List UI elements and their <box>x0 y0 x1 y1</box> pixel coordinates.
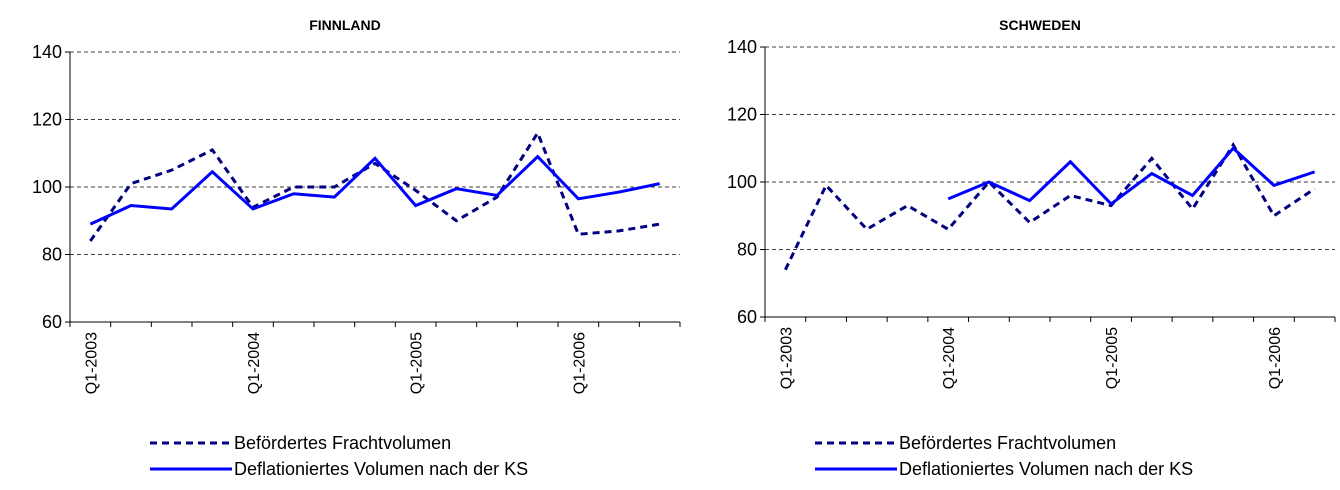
legend-label: Befördertes Frachtvolumen <box>234 433 451 453</box>
legend-label: Deflationiertes Volumen nach der KS <box>899 459 1193 479</box>
chart-title: SCHWEDEN <box>999 17 1081 33</box>
x-tick-label: Q1-2004 <box>941 327 958 389</box>
series-line <box>89 154 660 226</box>
legend-label: Befördertes Frachtvolumen <box>899 433 1116 453</box>
y-tick-label: 60 <box>737 307 757 327</box>
chart-title: FINNLAND <box>309 17 381 33</box>
series-line <box>947 146 1316 206</box>
chart: FINNLAND 60 80 100 120 140 Q1-2003 Q1-2004 Q1-20… <box>32 17 681 479</box>
y-tick-label: 60 <box>42 312 62 332</box>
series-line <box>89 129 660 242</box>
y-tick-label: 120 <box>32 110 62 130</box>
x-tick-label: Q1-2003 <box>83 332 100 394</box>
y-tick-label: 80 <box>737 240 757 260</box>
x-tick-label: Q1-2004 <box>246 332 263 394</box>
x-tick-label: Q1-2003 <box>778 327 795 389</box>
y-tick-label: 140 <box>32 42 62 62</box>
x-tick-label: Q1-2005 <box>409 332 426 394</box>
x-tick-label: Q1-2005 <box>1104 327 1121 389</box>
y-tick-label: 100 <box>32 177 62 197</box>
chart: SCHWEDEN 60 80 100 120 140 Q1-2003 Q1-2004 Q1-20… <box>727 17 1336 479</box>
y-tick-label: 80 <box>42 245 62 265</box>
legend-label: Deflationiertes Volumen nach der KS <box>234 459 528 479</box>
y-tick-label: 100 <box>727 172 757 192</box>
y-tick-label: 140 <box>727 37 757 57</box>
x-tick-label: Q1-2006 <box>1267 327 1284 389</box>
x-tick-label: Q1-2006 <box>571 332 588 394</box>
y-tick-label: 120 <box>727 105 757 125</box>
series-line <box>784 141 1316 271</box>
